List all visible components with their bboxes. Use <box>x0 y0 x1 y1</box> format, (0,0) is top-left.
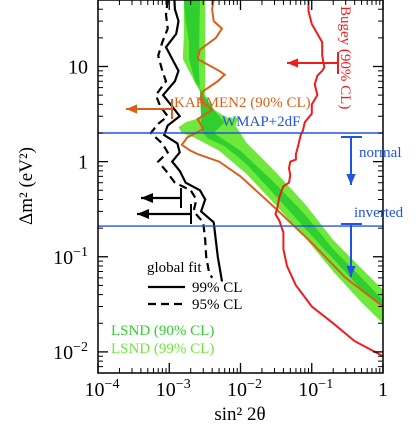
karmen2-line <box>180 0 383 308</box>
global-fit-arrow-2 <box>137 208 191 220</box>
x-tick-label-3: 10−1 <box>298 377 333 401</box>
lsnd-90-label: LSND (90% CL) <box>111 323 214 339</box>
bugey-arrow <box>287 58 338 68</box>
karmen2-label: KARMEN2 (90% CL) <box>174 95 311 111</box>
bugey-label: Bugey (90% CL) <box>337 6 353 109</box>
y-tick-label-3: 10 <box>68 56 88 78</box>
inverted-arrow <box>346 224 356 277</box>
y-tick-label-2: 1 <box>78 152 88 174</box>
global-fit-99-line <box>161 0 224 282</box>
x-tick-label-4: 1 <box>378 379 388 401</box>
global-fit-label: global fit <box>147 260 202 276</box>
y-axis-title: Δm² (eV²) <box>16 147 37 225</box>
lsnd-99-label: LSND (99% CL) <box>111 341 214 357</box>
legend-99-label: 99% CL <box>192 280 242 296</box>
y-tick-label-0: 10−2 <box>53 340 88 364</box>
bugey-line <box>274 0 383 358</box>
global-fit-arrow-1 <box>141 192 181 204</box>
wmap-label: WMAP+2dF <box>222 114 300 130</box>
normal-arrow <box>346 137 356 185</box>
inverted-label: inverted <box>354 205 404 221</box>
legend-95-label: 95% CL <box>192 297 242 313</box>
normal-label: normal <box>359 145 402 161</box>
x-axis-title: sin² 2θ <box>214 404 265 425</box>
x-tick-label-0: 10−4 <box>85 377 120 401</box>
lsnd-99-region <box>178 0 383 324</box>
global-fit-95-line <box>149 0 214 279</box>
x-tick-label-2: 10−2 <box>227 377 262 401</box>
x-tick-label-1: 10−3 <box>156 377 191 401</box>
karmen-arrow <box>126 104 172 114</box>
y-tick-label-1: 10−1 <box>53 245 88 269</box>
